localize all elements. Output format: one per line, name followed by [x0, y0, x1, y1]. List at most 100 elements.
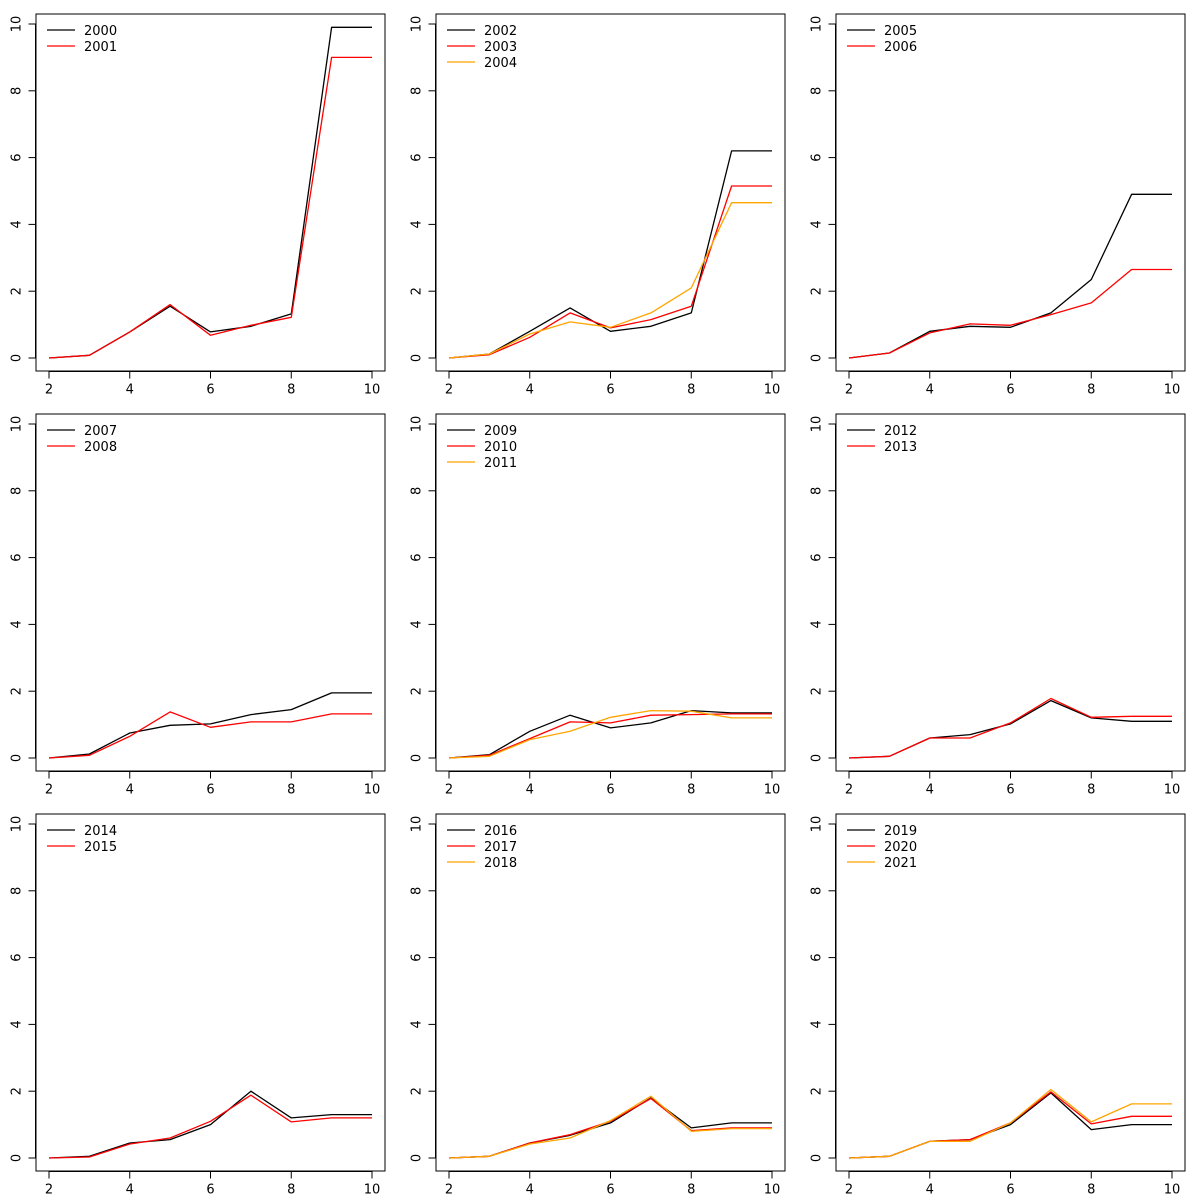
x-tick-label: 8 [287, 1183, 295, 1198]
y-tick-label: 8 [410, 887, 425, 895]
y-tick-label: 10 [410, 416, 425, 433]
y-tick-label: 10 [410, 16, 425, 33]
y-tick-label: 8 [10, 487, 25, 495]
y-tick-label: 10 [10, 416, 25, 433]
series-line-2010 [448, 713, 772, 759]
y-tick-label: 6 [10, 553, 25, 561]
legend-label: 2012 [884, 424, 917, 439]
x-tick-label: 6 [206, 383, 214, 398]
legend-label: 2015 [84, 840, 117, 855]
y-tick-label: 0 [810, 1154, 825, 1162]
y-tick-label: 8 [810, 487, 825, 495]
legend-label: 2010 [484, 440, 517, 455]
x-tick-label: 6 [606, 1183, 614, 1198]
x-tick-label: 2 [845, 1183, 853, 1198]
y-tick-label: 8 [410, 87, 425, 95]
x-tick-label: 10 [764, 383, 781, 398]
x-tick-label: 10 [364, 1183, 381, 1198]
series-line-2008 [48, 711, 372, 759]
x-tick-label: 10 [364, 783, 381, 798]
x-tick-label: 4 [926, 383, 934, 398]
y-tick-label: 2 [10, 687, 25, 695]
plot-frame [835, 13, 1186, 372]
series-line-2003 [448, 185, 772, 359]
y-tick-label: 0 [10, 1154, 25, 1162]
x-tick-label: 4 [526, 783, 534, 798]
legend-label: 2003 [484, 40, 517, 55]
series-line-2004 [448, 202, 772, 359]
y-tick-label: 4 [410, 220, 425, 228]
y-tick-label: 4 [410, 620, 425, 628]
y-tick-label: 6 [410, 553, 425, 561]
y-tick-label: 0 [410, 354, 425, 362]
y-tick-label: 6 [410, 153, 425, 161]
x-tick-label: 2 [445, 1183, 453, 1198]
y-tick-label: 0 [810, 754, 825, 762]
x-tick-label: 4 [526, 383, 534, 398]
y-tick-label: 6 [10, 153, 25, 161]
plot-frame [835, 413, 1186, 772]
y-tick-label: 0 [810, 354, 825, 362]
y-tick-label: 10 [10, 16, 25, 33]
x-tick-label: 4 [126, 783, 134, 798]
x-tick-label: 10 [764, 783, 781, 798]
y-tick-label: 4 [410, 1020, 425, 1028]
x-tick-label: 8 [687, 783, 695, 798]
x-tick-label: 6 [606, 383, 614, 398]
y-tick-label: 0 [10, 354, 25, 362]
legend-label: 2019 [884, 824, 917, 839]
legend-label: 2007 [84, 424, 117, 439]
x-tick-label: 4 [926, 1183, 934, 1198]
legend-label: 2008 [84, 440, 117, 455]
y-tick-label: 8 [10, 887, 25, 895]
y-tick-label: 2 [10, 287, 25, 295]
plot-frame [35, 413, 386, 772]
y-tick-label: 6 [410, 953, 425, 961]
x-tick-label: 4 [926, 783, 934, 798]
x-tick-label: 4 [526, 1183, 534, 1198]
x-tick-label: 2 [845, 383, 853, 398]
x-tick-label: 4 [126, 383, 134, 398]
legend-label: 2005 [884, 24, 917, 39]
y-tick-label: 2 [410, 687, 425, 695]
legend-label: 2021 [884, 856, 917, 871]
x-tick-label: 8 [687, 383, 695, 398]
series-line-2012 [848, 699, 1172, 759]
y-tick-label: 4 [810, 1020, 825, 1028]
series-line-2017 [448, 1097, 772, 1159]
x-tick-label: 6 [1006, 783, 1014, 798]
y-tick-label: 6 [810, 553, 825, 561]
y-tick-label: 6 [810, 153, 825, 161]
series-line-2001 [48, 56, 372, 359]
y-tick-label: 8 [810, 87, 825, 95]
y-tick-label: 10 [410, 816, 425, 833]
series-line-2006 [848, 268, 1172, 359]
y-tick-label: 8 [810, 887, 825, 895]
x-tick-label: 2 [45, 783, 53, 798]
x-tick-label: 2 [445, 383, 453, 398]
legend-label: 2002 [484, 24, 517, 39]
legend-label: 2006 [884, 40, 917, 55]
series-line-2007 [48, 692, 372, 759]
y-tick-label: 4 [10, 1020, 25, 1028]
x-tick-label: 2 [845, 783, 853, 798]
x-tick-label: 8 [1087, 383, 1095, 398]
x-tick-label: 6 [1006, 383, 1014, 398]
legend-label: 2018 [484, 856, 517, 871]
x-tick-label: 10 [1164, 783, 1181, 798]
x-tick-label: 2 [45, 1183, 53, 1198]
legend-label: 2020 [884, 840, 917, 855]
y-tick-label: 2 [810, 687, 825, 695]
x-tick-label: 8 [1087, 783, 1095, 798]
x-tick-label: 8 [1087, 1183, 1095, 1198]
x-tick-label: 10 [764, 1183, 781, 1198]
series-line-2018 [448, 1095, 772, 1159]
y-tick-label: 0 [410, 754, 425, 762]
